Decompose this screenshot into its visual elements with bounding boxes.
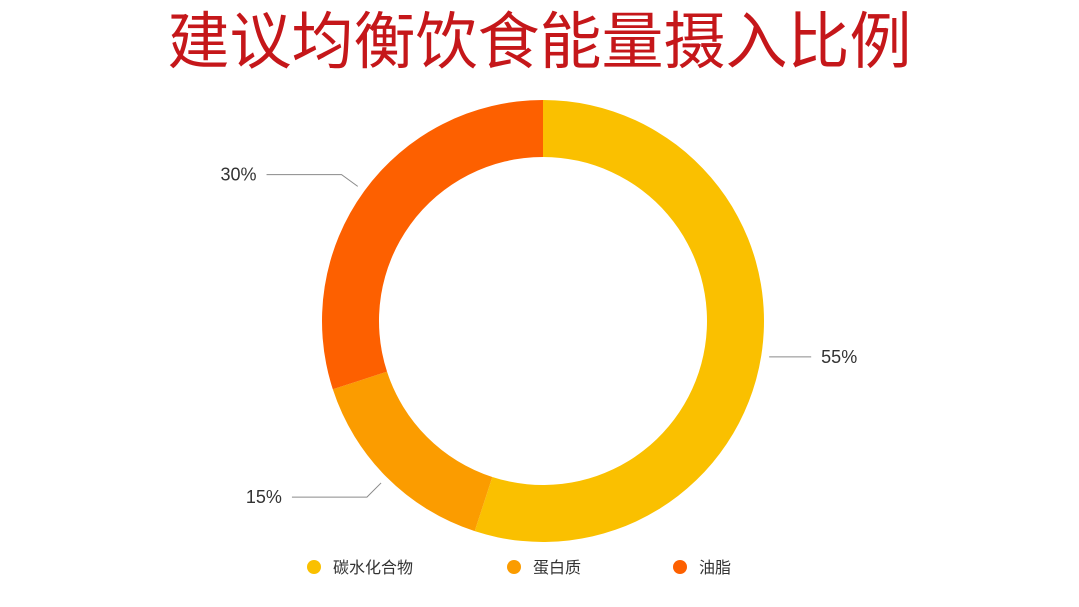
- legend-label-3: 油脂: [699, 558, 731, 577]
- data-label-1: 55%: [821, 347, 857, 367]
- data-label-2: 15%: [246, 487, 282, 507]
- legend-marker-1: [307, 560, 321, 574]
- chart-title: 建议均衡饮食能量摄入比例: [167, 5, 912, 78]
- slice-3: [321, 100, 543, 390]
- leader-line-3: [266, 174, 359, 187]
- legend-marker-3: [673, 560, 687, 574]
- data-label-3: 30%: [221, 165, 257, 185]
- legend-label-1: 碳水化合物: [333, 558, 413, 577]
- legend-label-2: 蛋白质: [533, 558, 581, 577]
- slice-1: [474, 100, 764, 542]
- leader-line-2: [291, 482, 382, 498]
- legend-marker-2: [507, 560, 521, 574]
- legend: 碳水化合物 蛋白质 油脂: [307, 558, 731, 577]
- slice-2: [332, 371, 493, 532]
